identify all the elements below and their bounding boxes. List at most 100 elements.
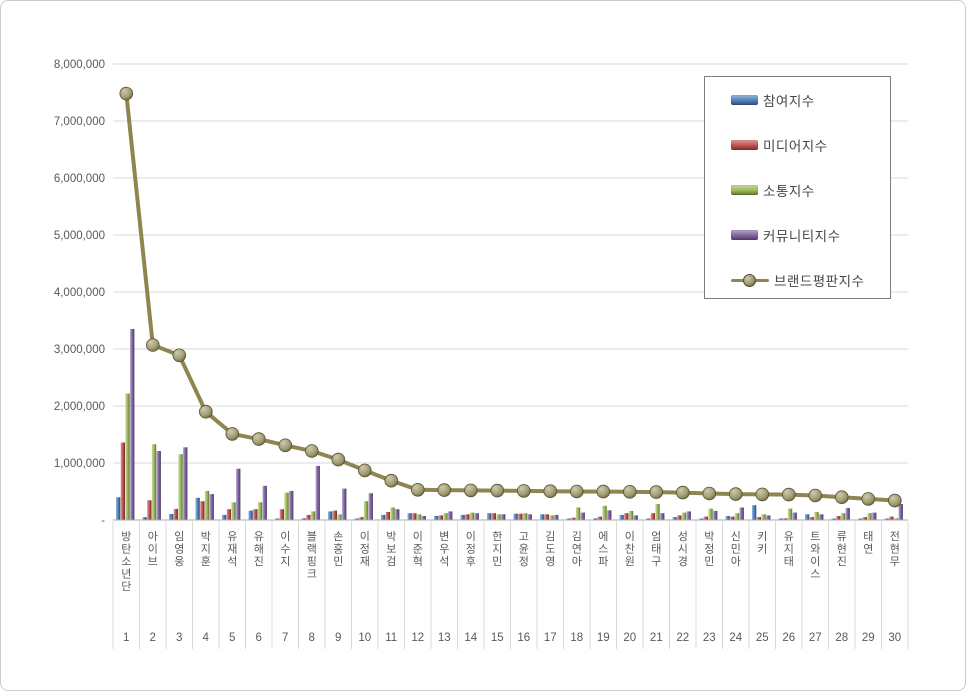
category-label: 지 bbox=[784, 543, 794, 556]
rank-label: 23 bbox=[703, 632, 716, 644]
bar-segment bbox=[306, 514, 311, 520]
line-marker bbox=[304, 444, 319, 458]
bar-segment bbox=[655, 504, 660, 520]
bar-segment bbox=[416, 514, 422, 520]
bar-segment bbox=[236, 468, 241, 520]
bar-segment bbox=[438, 515, 443, 520]
bar-segment bbox=[756, 517, 761, 520]
bar-segment bbox=[889, 516, 894, 520]
category-label: 박 bbox=[201, 530, 211, 543]
bar-segment bbox=[858, 518, 863, 520]
category-label: 후 bbox=[466, 555, 476, 568]
rank-label: 25 bbox=[756, 632, 769, 644]
legend-label: 참여지수 bbox=[763, 94, 815, 109]
category-label: 영 bbox=[174, 543, 184, 556]
category-label: 손 bbox=[333, 530, 343, 543]
bar-segment bbox=[566, 518, 571, 520]
line-marker bbox=[384, 473, 399, 488]
category-label: 경 bbox=[678, 555, 688, 568]
bar-segment bbox=[395, 509, 400, 520]
category-label: 민 bbox=[333, 555, 343, 568]
legend-bar-swatch-icon bbox=[731, 185, 758, 195]
bar-segment bbox=[337, 514, 342, 520]
line-marker bbox=[834, 490, 849, 505]
bar-segment bbox=[178, 454, 183, 520]
bar-segment bbox=[289, 490, 294, 520]
category-label: 준 bbox=[413, 544, 423, 556]
legend-bar-swatch-icon bbox=[731, 95, 758, 105]
category-label: 이 bbox=[280, 530, 290, 543]
bar-segment bbox=[624, 513, 629, 520]
category-label: 스 bbox=[598, 543, 608, 556]
rank-label: 19 bbox=[597, 632, 610, 644]
line-marker bbox=[357, 463, 372, 478]
bar-segment bbox=[513, 513, 518, 520]
bar-segment bbox=[460, 514, 465, 520]
category-label: 민 bbox=[704, 555, 714, 568]
legend-item-bar-0: 참여지수 bbox=[731, 91, 815, 109]
category-label: 유 bbox=[784, 530, 794, 543]
category-label: 영 bbox=[545, 555, 555, 568]
line-marker bbox=[490, 483, 505, 498]
category-label: 구 bbox=[651, 556, 661, 568]
category-label: 랙 bbox=[307, 543, 317, 556]
bar-segment bbox=[628, 510, 634, 520]
bar-segment bbox=[761, 514, 766, 520]
bar-segment bbox=[253, 509, 258, 520]
category-label: 찬 bbox=[625, 542, 635, 556]
bar-segment bbox=[549, 515, 554, 520]
bar-segment bbox=[465, 514, 470, 520]
bar-segment bbox=[544, 514, 549, 520]
bar-segment bbox=[766, 515, 771, 520]
line-marker bbox=[675, 485, 690, 500]
category-label: 정 bbox=[360, 543, 370, 556]
bar-segment bbox=[831, 518, 836, 520]
bar-segment bbox=[819, 514, 824, 520]
category-label: 단 bbox=[121, 580, 131, 593]
category-label: 무 bbox=[890, 556, 900, 568]
category-label: 이 bbox=[810, 555, 820, 568]
category-label: 블 bbox=[307, 530, 317, 543]
y-tick-label: 3,000,000 bbox=[54, 344, 105, 356]
category-label: 신 bbox=[731, 530, 741, 543]
rank-label: 15 bbox=[491, 632, 504, 644]
bar-segment bbox=[363, 501, 369, 520]
category-label: 브 bbox=[148, 555, 158, 568]
y-tick-label: 6,000,000 bbox=[54, 173, 105, 185]
line-marker bbox=[225, 427, 240, 441]
category-label: 진 bbox=[254, 555, 264, 568]
category-label: 훈 bbox=[201, 555, 211, 568]
category-label: 크 bbox=[307, 569, 317, 581]
bar-segment bbox=[491, 513, 496, 520]
rank-label: 10 bbox=[358, 632, 371, 644]
legend-label: 커뮤니티지수 bbox=[763, 229, 841, 244]
rank-label: 16 bbox=[517, 632, 530, 644]
bar-segment bbox=[120, 442, 125, 520]
bar-segment bbox=[699, 518, 704, 520]
rank-label: 30 bbox=[888, 632, 901, 644]
category-label: 스 bbox=[810, 568, 820, 581]
category-label: 년 bbox=[121, 568, 131, 581]
line-marker bbox=[543, 484, 558, 499]
category-label: 변 bbox=[439, 530, 449, 543]
bar-segment bbox=[496, 514, 501, 520]
line-marker bbox=[199, 404, 213, 419]
line-marker bbox=[755, 487, 770, 502]
bar-segment bbox=[730, 516, 735, 520]
legend-item-bar-3: 커뮤니티지수 bbox=[731, 226, 841, 244]
category-label: 태 bbox=[784, 555, 794, 568]
bar-segment bbox=[279, 509, 284, 520]
line-marker bbox=[410, 482, 425, 497]
legend-label: 브랜드평판지수 bbox=[774, 274, 865, 289]
bar-segment bbox=[183, 447, 188, 520]
rank-label: 26 bbox=[782, 632, 795, 644]
category-label: 태 bbox=[651, 543, 661, 556]
rank-label: 2 bbox=[150, 632, 156, 644]
line-marker bbox=[278, 438, 293, 453]
category-label: 키 bbox=[757, 543, 767, 556]
y-tick-label: 8,000,000 bbox=[54, 59, 105, 71]
category-label: 태 bbox=[863, 530, 873, 543]
category-label: 이 bbox=[360, 530, 370, 543]
category-label: 웅 bbox=[174, 555, 184, 568]
